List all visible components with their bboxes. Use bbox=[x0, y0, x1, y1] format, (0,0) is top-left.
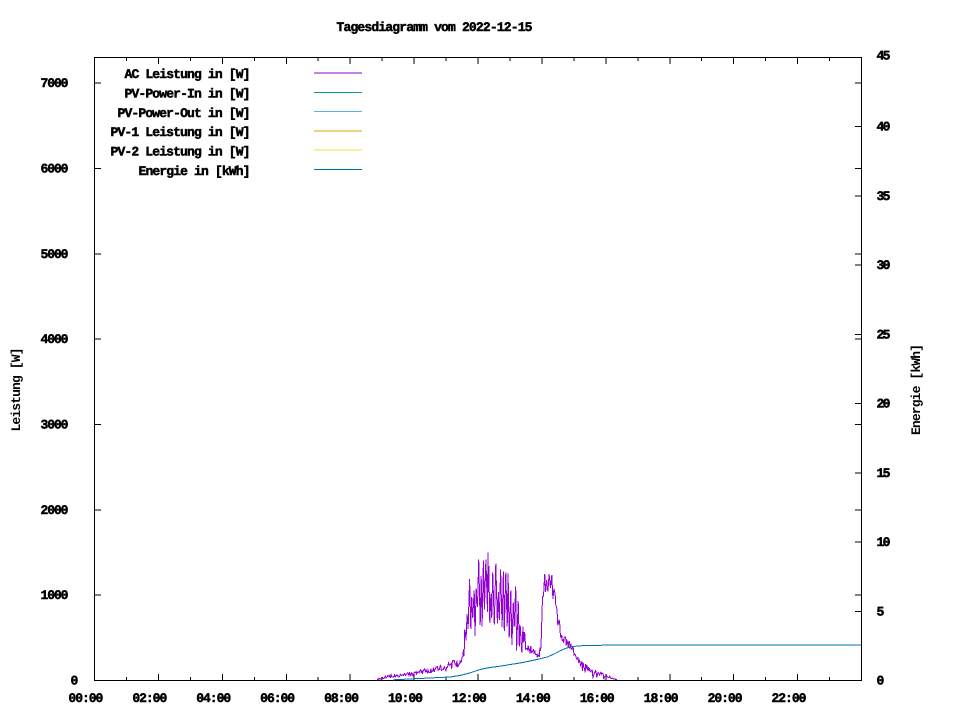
svg-text:PV-Power-Out in [W]: PV-Power-Out in [W] bbox=[118, 106, 251, 121]
svg-text:15: 15 bbox=[877, 466, 891, 481]
svg-text:4000: 4000 bbox=[41, 332, 69, 347]
svg-text:30: 30 bbox=[877, 258, 891, 273]
svg-text:3000: 3000 bbox=[41, 417, 69, 432]
svg-text:Energie [kWh]: Energie [kWh] bbox=[909, 344, 924, 435]
svg-text:5000: 5000 bbox=[41, 247, 69, 262]
svg-text:0: 0 bbox=[877, 674, 885, 689]
svg-text:PV-1 Leistung in [W]: PV-1 Leistung in [W] bbox=[111, 125, 251, 140]
svg-text:20:00: 20:00 bbox=[708, 691, 743, 706]
svg-text:02:00: 02:00 bbox=[132, 691, 167, 706]
svg-text:45: 45 bbox=[877, 49, 891, 64]
svg-text:12:00: 12:00 bbox=[452, 691, 487, 706]
svg-text:20: 20 bbox=[877, 397, 891, 412]
svg-text:10: 10 bbox=[877, 535, 891, 550]
svg-text:22:00: 22:00 bbox=[771, 691, 806, 706]
svg-text:10:00: 10:00 bbox=[388, 691, 423, 706]
svg-text:18:00: 18:00 bbox=[644, 691, 679, 706]
svg-text:25: 25 bbox=[877, 327, 891, 342]
svg-text:14:00: 14:00 bbox=[516, 691, 551, 706]
svg-text:PV-2 Leistung in [W]: PV-2 Leistung in [W] bbox=[111, 144, 251, 159]
svg-text:06:00: 06:00 bbox=[260, 691, 295, 706]
svg-text:PV-Power-In in [W]: PV-Power-In in [W] bbox=[125, 86, 251, 101]
svg-text:00:00: 00:00 bbox=[68, 691, 103, 706]
svg-text:6000: 6000 bbox=[41, 161, 69, 176]
svg-text:Energie in [kWh]: Energie in [kWh] bbox=[139, 164, 251, 179]
svg-text:5: 5 bbox=[877, 604, 885, 619]
svg-text:Leistung [W]: Leistung [W] bbox=[9, 348, 24, 432]
svg-text:04:00: 04:00 bbox=[196, 691, 231, 706]
svg-text:35: 35 bbox=[877, 189, 891, 204]
svg-text:AC Leistung in [W]: AC Leistung in [W] bbox=[125, 67, 251, 82]
svg-text:40: 40 bbox=[877, 120, 891, 135]
svg-text:1000: 1000 bbox=[41, 588, 69, 603]
svg-text:16:00: 16:00 bbox=[580, 691, 615, 706]
svg-text:7000: 7000 bbox=[41, 76, 69, 91]
svg-text:Tagesdiagramm vom 2022-12-15: Tagesdiagramm vom 2022-12-15 bbox=[337, 20, 533, 35]
svg-text:0: 0 bbox=[70, 674, 78, 689]
svg-text:2000: 2000 bbox=[41, 503, 69, 518]
svg-text:08:00: 08:00 bbox=[324, 691, 359, 706]
